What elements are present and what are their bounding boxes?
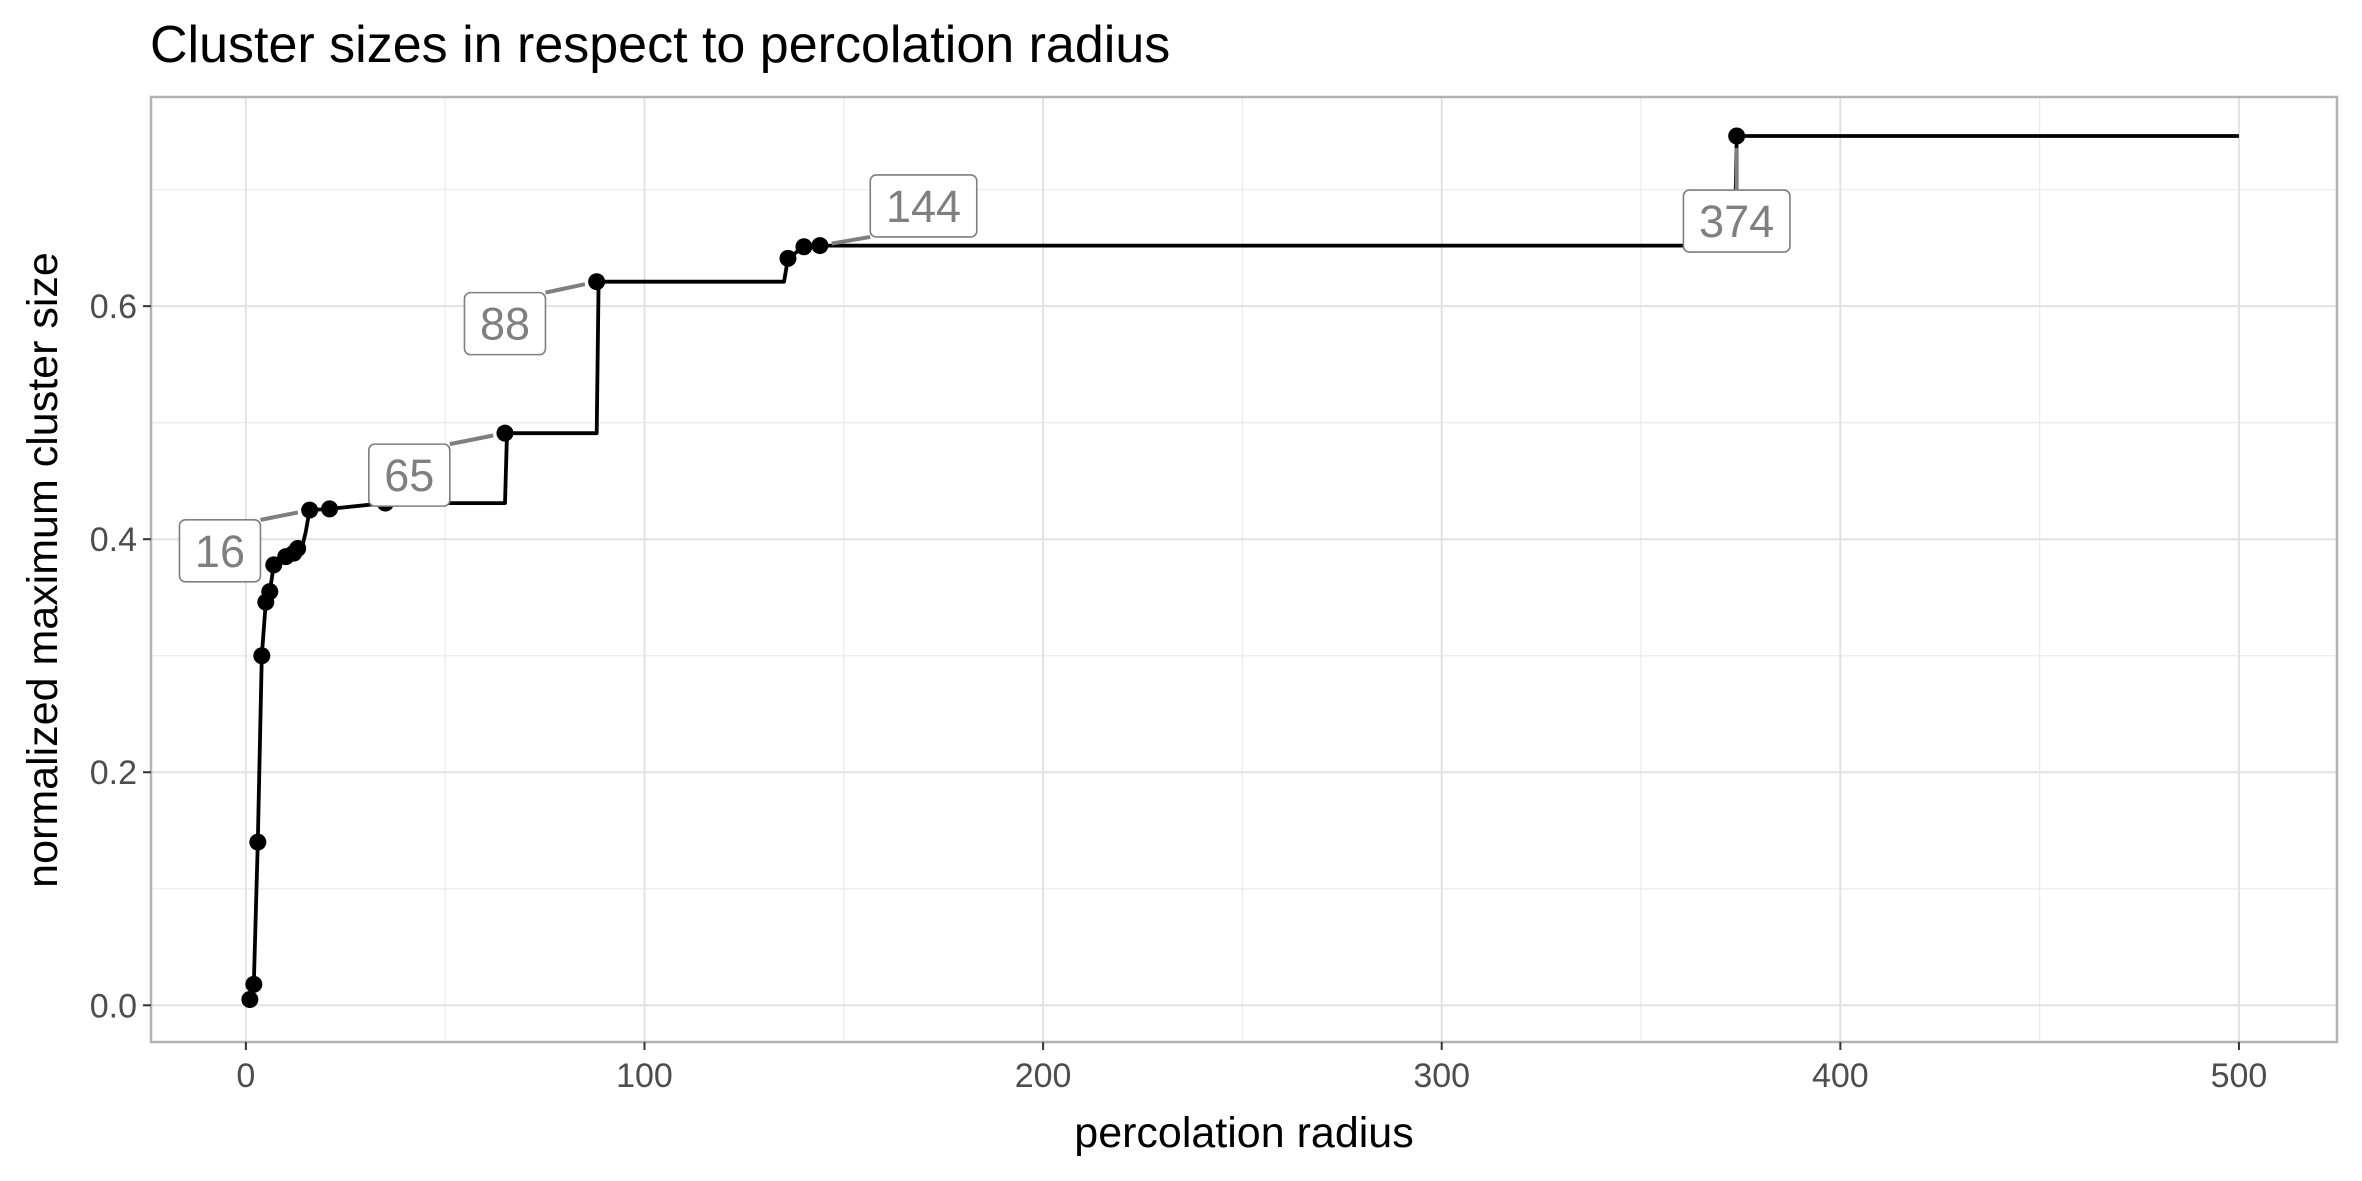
x-tick-label: 0 — [236, 1057, 255, 1095]
annotations: 16 65 88 144 374 — [178, 148, 1791, 583]
annotation-label: 16 — [195, 526, 245, 577]
annotation-leader — [545, 282, 586, 295]
plot-frame — [149, 95, 2339, 1044]
x-tick-label: 400 — [1812, 1057, 1869, 1095]
annotation-box — [178, 519, 262, 583]
x-tick-label: 200 — [1015, 1057, 1072, 1095]
annotation-leader — [831, 234, 871, 246]
grid — [151, 97, 2337, 1042]
annotation-label: 65 — [384, 450, 434, 501]
annotation-label: 88 — [480, 299, 530, 350]
data-point — [261, 583, 279, 601]
y-tick-label: 0.4 — [90, 521, 137, 559]
y-axis-ticks: 0.0 0.2 0.4 0.6 — [90, 288, 151, 1025]
data-point — [496, 424, 514, 442]
annotation-label: 144 — [886, 181, 961, 232]
y-tick-label: 0.0 — [90, 987, 137, 1025]
annotation-leader — [449, 433, 494, 447]
annotation-label: 374 — [1699, 196, 1774, 247]
x-tick-label: 500 — [2211, 1057, 2268, 1095]
y-tick-label: 0.2 — [90, 754, 137, 792]
y-axis-title: normalized maximum cluster size — [19, 252, 67, 888]
x-tick-label: 300 — [1413, 1057, 1470, 1095]
annotation-box — [869, 174, 978, 238]
annotation-box — [368, 443, 451, 507]
data-point — [1728, 127, 1746, 145]
data-point — [265, 556, 283, 574]
annotation-leader — [260, 510, 299, 522]
data-point — [811, 237, 829, 255]
data-point — [245, 975, 263, 993]
x-tick-label: 100 — [616, 1057, 673, 1095]
x-axis-title: percolation radius — [1074, 1109, 1413, 1157]
annotation-box — [463, 291, 547, 356]
data-point — [321, 500, 339, 518]
data-point — [289, 540, 307, 558]
x-axis-ticks: 0 100 200 300 400 500 — [236, 1042, 2267, 1095]
series-line — [248, 134, 2239, 1000]
data-point — [795, 238, 813, 256]
series — [241, 127, 2239, 1008]
data-point — [301, 501, 319, 519]
data-point — [779, 249, 797, 267]
data-point — [249, 833, 267, 851]
data-point — [253, 647, 271, 665]
annotation-box — [1682, 189, 1791, 253]
data-point — [241, 990, 259, 1008]
chart-title: Cluster sizes in respect to percolation … — [150, 16, 1170, 74]
data-point — [588, 273, 606, 291]
y-tick-label: 0.6 — [90, 288, 137, 326]
